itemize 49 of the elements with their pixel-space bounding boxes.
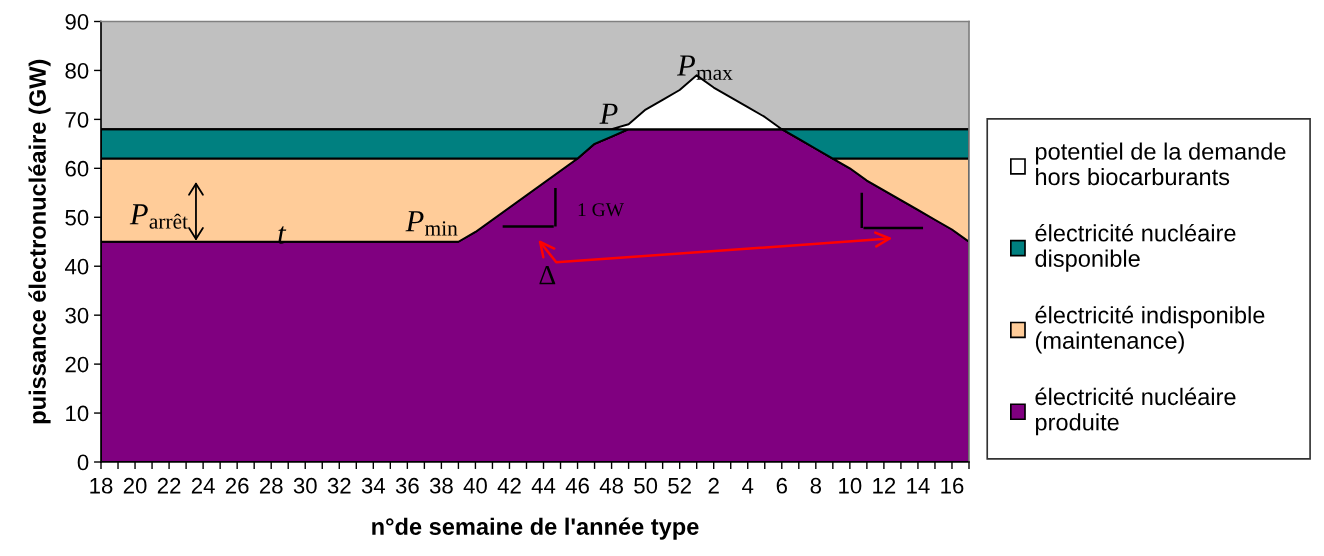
x-tick-label: 24: [191, 477, 215, 494]
x-tick-label: 22: [157, 477, 181, 494]
legend-label: potentiel de la demande hors biocarburants: [1035, 142, 1286, 186]
x-tick-label: 42: [497, 477, 521, 494]
annotation: t: [278, 226, 287, 244]
x-tick-label: 14: [907, 478, 930, 494]
annotation: P$_{min}$: [405, 211, 458, 236]
x-tick-label: 16: [941, 477, 964, 494]
x-tick-label: 48: [599, 477, 623, 494]
x-tick-label: 8: [810, 477, 822, 494]
x-tick-label: 36: [395, 477, 419, 494]
x-tick-label: 4: [742, 478, 754, 494]
y-tick-label: 90: [65, 14, 89, 30]
annotation: Δ: [539, 265, 556, 285]
y-tick-label: 40: [64, 258, 89, 275]
x-tick-label: 32: [327, 477, 351, 494]
x-tick-label: 6: [776, 477, 787, 494]
x-tick-label: 20: [123, 477, 147, 494]
y-tick-label: 20: [65, 356, 89, 373]
x-tick-label: 12: [873, 477, 896, 494]
x-tick-label: 10: [839, 477, 862, 494]
annotation: P$_{arrêt}$: [129, 204, 188, 229]
x-tick-label: 2: [708, 477, 719, 494]
y-tick-label: 10: [66, 405, 89, 422]
x-tick-label: 26: [225, 477, 249, 494]
annotation: P$_{max}$: [676, 55, 733, 80]
y-tick-label: 60: [65, 160, 89, 177]
annotation: P: [599, 103, 618, 124]
x-tick-label: 34: [361, 477, 386, 494]
y-tick-label: 50: [65, 209, 89, 226]
x-tick-label: 18: [90, 477, 113, 494]
y-tick-label: 30: [65, 307, 89, 324]
y-tick-label: 70: [65, 111, 89, 128]
legend-label: électricité indisponible (maintenance): [1035, 305, 1265, 354]
x-tick-label: 44: [531, 478, 556, 494]
annotation: 1 GW: [578, 203, 624, 217]
x-tick-label: 30: [293, 477, 317, 494]
x-tick-label: 38: [429, 477, 453, 494]
y-tick-label: 80: [65, 62, 89, 79]
x-tick-label: 46: [565, 477, 589, 494]
x-tick-label: 50: [634, 477, 658, 494]
legend-label: électricité nucléaire produite: [1035, 387, 1236, 436]
x-tick-label: 28: [259, 477, 283, 494]
x-tick-label: 52: [668, 477, 691, 494]
y-axis-title: puissance électronucléaire (GW): [28, 59, 51, 424]
legend-label: électricité nucléaire disponible: [1035, 223, 1236, 272]
x-tick-label: 40: [463, 477, 487, 494]
x-axis-title: n°de semaine de l'année type: [372, 517, 699, 540]
y-tick-label: 0: [77, 454, 89, 471]
